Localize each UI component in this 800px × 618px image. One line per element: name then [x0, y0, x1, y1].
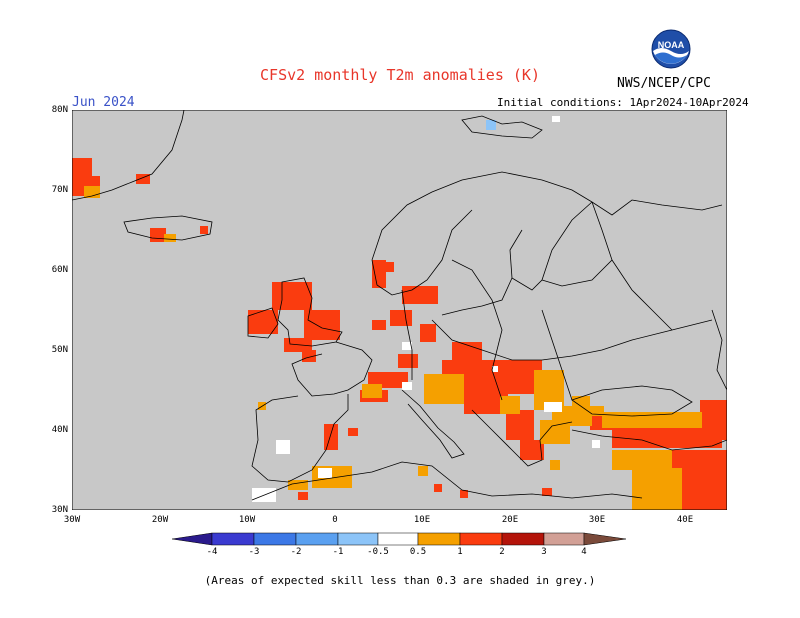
noaa-logo: NOAA — [651, 29, 691, 69]
map-title: CFSv2 monthly T2m anomalies (K) — [260, 66, 540, 84]
agency-label: NWS/NCEP/CPC — [617, 76, 711, 91]
logo-text: NOAA — [658, 40, 685, 50]
colorbar — [172, 532, 627, 546]
lon-label-40e: 40E — [676, 515, 694, 525]
lon-label-30w: 30W — [63, 515, 81, 525]
colorbar-label: -0.5 — [367, 547, 389, 557]
lat-label-40n: 40N — [51, 425, 68, 435]
lon-label-20e: 20E — [501, 515, 519, 525]
coastlines — [72, 110, 727, 501]
initial-conditions: Initial conditions: 1Apr2024-10Apr2024 — [497, 96, 749, 109]
colorbar-label: 1 — [457, 547, 463, 557]
lat-label-30n: 30N — [51, 505, 68, 515]
lat-label-70n: 70N — [51, 185, 68, 195]
lon-label-0: 0 — [332, 515, 338, 525]
colorbar-label: 0.5 — [409, 547, 427, 557]
colorbar-label: -2 — [290, 547, 302, 557]
colorbar-high-arrow — [583, 532, 627, 546]
lat-label-50n: 50N — [51, 345, 68, 355]
colorbar-label: -3 — [248, 547, 260, 557]
colorbar-label: -4 — [206, 547, 218, 557]
colorbar-label: -1 — [332, 547, 344, 557]
lat-label-60n: 60N — [51, 265, 68, 275]
colorbar-label: 2 — [499, 547, 505, 557]
anomaly-patches — [72, 116, 727, 510]
lon-label-10w: 10W — [238, 515, 256, 525]
europe-anomaly-map — [72, 110, 727, 510]
lat-label-80n: 80N — [51, 105, 68, 115]
colorbar-label: 4 — [581, 547, 587, 557]
lon-label-10e: 10E — [413, 515, 431, 525]
colorbar-low-arrow — [172, 532, 213, 546]
lon-label-20w: 20W — [151, 515, 169, 525]
forecast-month: Jun 2024 — [72, 95, 135, 110]
colorbar-label: 3 — [541, 547, 547, 557]
lon-label-30e: 30E — [588, 515, 606, 525]
skill-footnote: (Areas of expected skill less than 0.3 a… — [204, 574, 596, 587]
